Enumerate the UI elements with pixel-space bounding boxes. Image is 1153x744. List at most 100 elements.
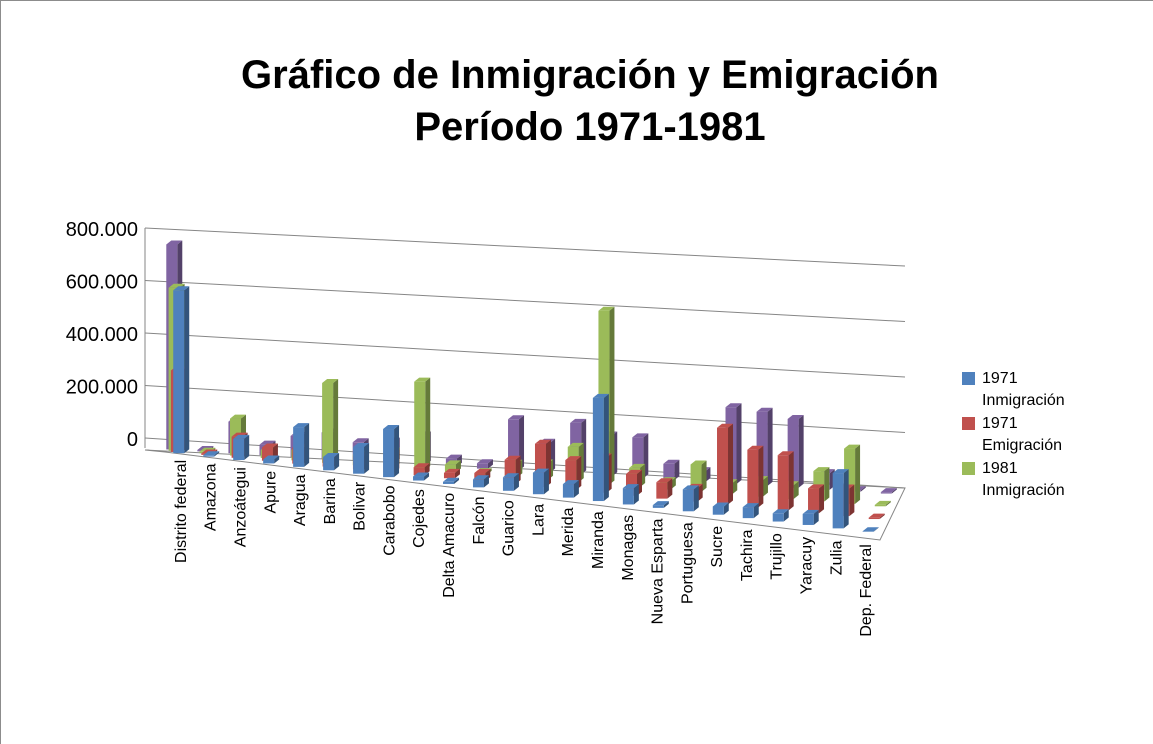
bar-top — [772, 509, 789, 514]
bar-group — [652, 501, 669, 508]
bar-side — [424, 472, 430, 481]
bar — [413, 467, 425, 476]
bar — [712, 506, 724, 515]
bar — [592, 397, 604, 502]
bar-top — [813, 467, 830, 472]
bar — [772, 513, 784, 522]
bar-group — [663, 459, 680, 481]
x-tick-label: Zulia — [828, 540, 845, 575]
bar-side — [824, 467, 830, 502]
bar-group — [532, 468, 549, 495]
bar-group — [862, 527, 879, 532]
x-tick-label: Falcón — [471, 497, 488, 545]
bar-side — [879, 513, 885, 520]
bar-side — [891, 488, 897, 494]
bar-group — [413, 463, 430, 476]
x-tick-label: Aragua — [292, 474, 309, 526]
bar-side — [793, 481, 799, 500]
bar-side — [333, 379, 339, 463]
bar-side — [674, 459, 680, 481]
bar — [862, 531, 874, 532]
bar — [502, 477, 514, 491]
bar-group — [682, 485, 699, 512]
bar-top — [173, 286, 190, 291]
bar-group — [413, 472, 430, 481]
x-tick-label: Tachira — [739, 529, 756, 581]
bar-side — [783, 509, 789, 522]
bar-side — [214, 451, 220, 457]
y-tick-label: 0 — [127, 429, 138, 451]
legend-label: 1971 Inmigración — [982, 370, 1065, 409]
grid-line — [144, 280, 906, 322]
bar-side — [244, 434, 250, 461]
bar-group — [808, 484, 825, 514]
x-tick-label: Delta Amacuro — [441, 493, 458, 598]
bar-top — [777, 451, 794, 456]
bar — [656, 482, 668, 499]
bar-side — [767, 407, 773, 486]
bar — [443, 472, 455, 479]
bar-group — [414, 377, 431, 471]
bar-top — [445, 454, 462, 459]
bar-top — [352, 438, 369, 443]
bar-side — [425, 377, 431, 471]
bar-side — [487, 459, 493, 469]
bar — [413, 476, 425, 481]
bar-top — [592, 393, 609, 398]
bar-group — [802, 509, 819, 525]
bar-top — [712, 502, 729, 507]
chart-subtitle: Período 1971-1981 — [414, 105, 765, 149]
bar-group — [173, 286, 190, 454]
bar-top — [322, 379, 339, 384]
bar — [233, 438, 245, 461]
bar-side — [762, 476, 768, 497]
bar-top — [598, 306, 615, 311]
bar-group — [443, 468, 460, 479]
x-tick-label: Trujillo — [769, 533, 786, 580]
x-tick-label: Portuguesa — [679, 522, 696, 604]
bar-side — [798, 414, 804, 488]
bar-top — [652, 501, 669, 506]
x-tick-label: Monagas — [620, 515, 637, 581]
bar-top — [293, 423, 310, 428]
bar-side — [736, 403, 742, 484]
bar-group — [233, 434, 250, 461]
bar-top — [534, 439, 551, 444]
bar — [504, 459, 516, 485]
bar — [622, 488, 634, 505]
x-tick-label: Distrito federal — [173, 460, 190, 563]
chart-title: Gráfico de Inmigración y Emigración — [241, 53, 939, 97]
bar — [322, 383, 334, 463]
x-tick-label: Amazona — [203, 463, 220, 531]
bar-top — [233, 434, 250, 439]
bar-top — [443, 477, 460, 482]
bar-top — [625, 469, 642, 474]
bar-top — [476, 459, 493, 464]
bar — [808, 488, 820, 514]
grid-line — [144, 332, 906, 378]
bar-side — [483, 475, 489, 488]
bar-side — [394, 425, 400, 478]
bar — [652, 505, 664, 508]
bar-group — [777, 451, 794, 511]
bar-group — [717, 423, 734, 505]
x-tick-label: Lara — [530, 504, 547, 536]
bar-side — [788, 451, 794, 511]
bar-side — [609, 306, 615, 485]
bar-group — [203, 451, 220, 457]
bar-top — [532, 468, 549, 473]
bar-top — [353, 443, 370, 448]
bar — [690, 464, 702, 492]
bar-top — [472, 475, 489, 480]
bar-top — [443, 468, 460, 473]
bar-top — [261, 443, 278, 448]
bar — [534, 443, 546, 487]
bar-top — [622, 484, 639, 489]
bar-top — [717, 423, 734, 428]
bar-top — [504, 455, 521, 460]
bar-side — [603, 393, 609, 502]
bar-top — [474, 469, 491, 474]
bar-side — [667, 478, 673, 499]
bar-top — [413, 472, 430, 477]
